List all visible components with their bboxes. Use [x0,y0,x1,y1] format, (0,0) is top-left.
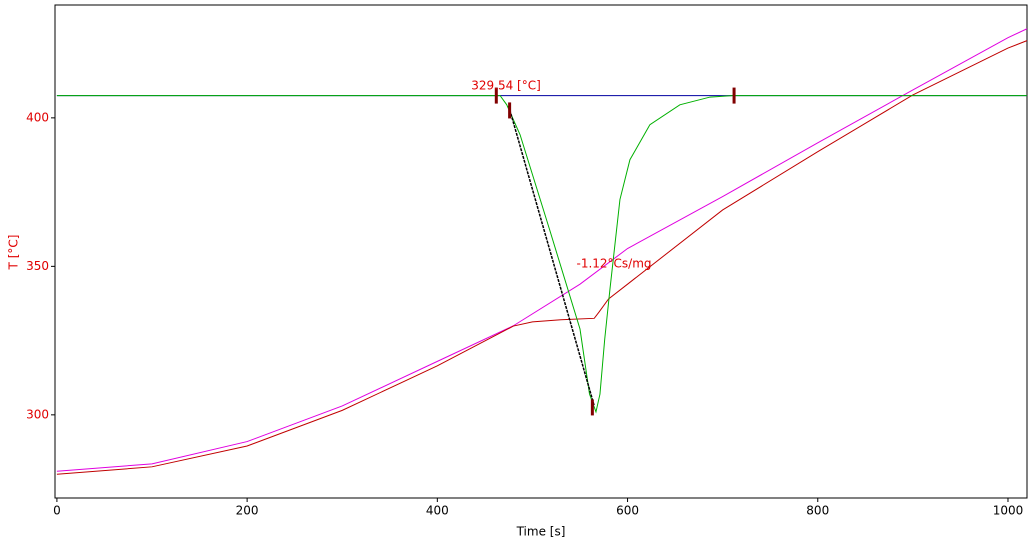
x-tick-label: 1000 [993,504,1024,518]
y-axis-label: T [°C] [7,235,21,271]
x-axis-label: Time [s] [516,525,566,539]
plot-frame [54,4,1028,499]
x-tick-label: 800 [806,504,829,518]
y-tick-label: 400 [26,110,49,124]
x-tick-label: 600 [616,504,639,518]
event-marker [732,87,736,104]
x-tick-label: 400 [426,504,449,518]
annotation: -1.12°Cs/mg [576,257,651,271]
event-marker [494,87,498,104]
event-marker [590,399,594,416]
x-tick-label: 200 [236,504,259,518]
annotation: 329.54 [°C] [471,79,541,93]
x-tick-label: 0 [53,504,61,518]
series-line [56,40,1028,475]
y-tick-label: 300 [26,407,49,421]
series-line [56,95,1027,414]
series-line [56,28,1028,472]
event-marker [508,102,512,119]
y-tick-label: 350 [26,259,49,273]
